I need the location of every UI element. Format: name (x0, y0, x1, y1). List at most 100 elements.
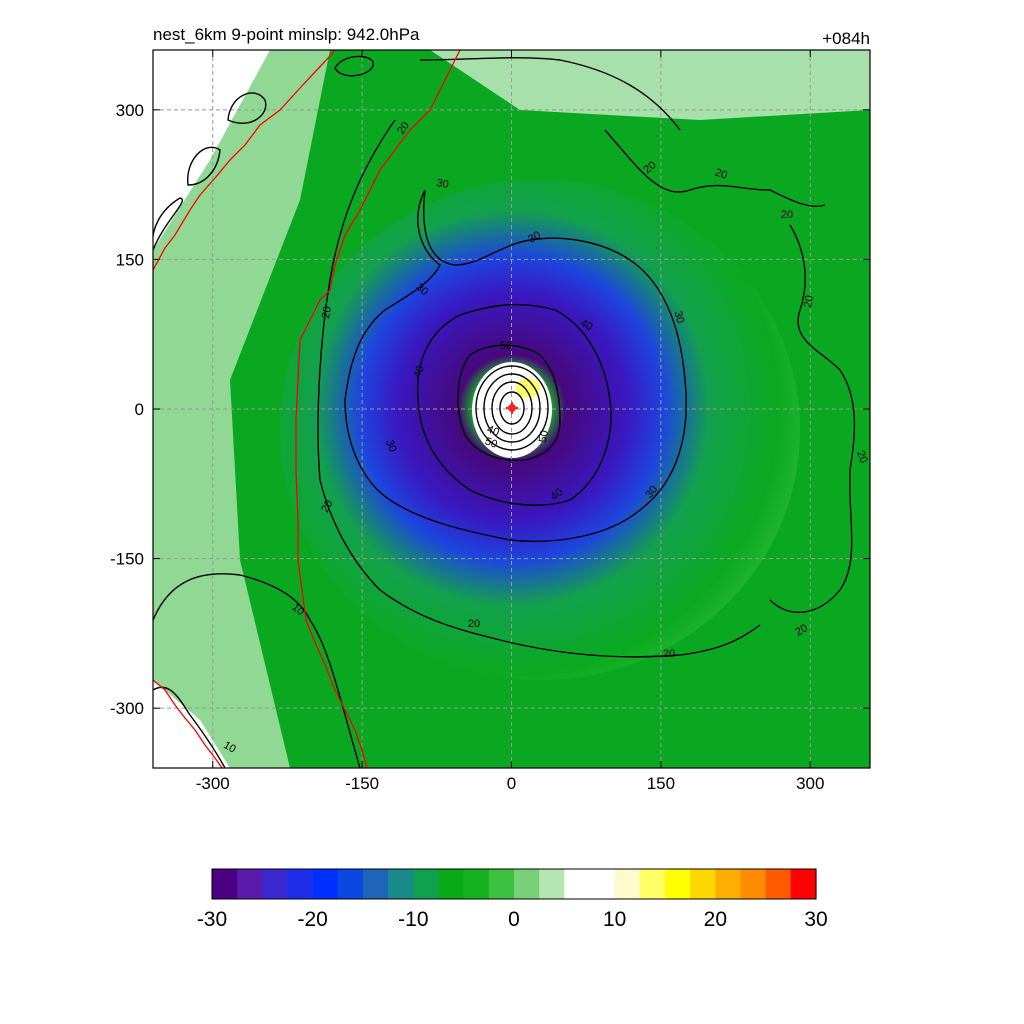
colorbar-segment (690, 869, 716, 899)
y-tick-label: 0 (135, 400, 144, 419)
boundary-southwest (153, 679, 223, 768)
contour-inner-2 (483, 373, 541, 443)
ticks (153, 50, 870, 768)
contour-label: 20 (793, 622, 810, 639)
field-west-edge-light (153, 50, 330, 768)
contour-label: 30 (383, 438, 398, 454)
contour-20-north-arc (419, 57, 681, 131)
colorbar-segment (715, 869, 742, 899)
x-tick-label: -300 (196, 774, 230, 793)
contour-label: 30 (435, 177, 449, 191)
colorbar-segment (539, 869, 565, 899)
colorbar-segment (765, 869, 792, 899)
y-tick-label: -150 (110, 550, 144, 569)
x-tick-label: -150 (345, 774, 379, 793)
contour-label: 20 (319, 498, 336, 515)
colorbar: -30 -20 -10 0 10 20 30 (197, 868, 828, 931)
storm-center-marker (506, 402, 518, 414)
boundary-west-1 (153, 50, 336, 271)
contour-label: 40 (411, 364, 426, 380)
contour-label: 20 (802, 294, 816, 308)
colorbar-segment (514, 869, 540, 899)
contour-10-southwest (153, 573, 361, 768)
contour-label: 50 (537, 429, 551, 443)
contour-label: 20 (468, 618, 480, 630)
colorbar-segment (589, 869, 616, 899)
colorbar-segment (363, 869, 389, 899)
colorbar-tick-label: 20 (704, 908, 727, 931)
y-tick-label: 150 (116, 250, 144, 269)
colorbar-segment (237, 869, 263, 899)
contour-inner-3 (491, 381, 533, 435)
contour-label: 20 (663, 648, 675, 660)
plot-frame (152, 49, 871, 769)
contour-label: 30 (672, 310, 687, 325)
colorbar-segments (212, 869, 817, 899)
colorbar-frame (211, 868, 817, 900)
contour-10-northwest-blob (227, 92, 267, 124)
contour-label: 20 (854, 449, 869, 465)
colorbar-segment (287, 869, 314, 899)
y-tick-label: -300 (110, 699, 144, 718)
contour-inner-4 (499, 391, 525, 425)
boundary-lines (153, 50, 461, 768)
contour-label: 50 (500, 340, 512, 352)
contour-10-northwest (153, 197, 183, 251)
colorbar-segment (740, 869, 767, 899)
field-north-light (430, 50, 870, 120)
contour-label: 40 (578, 317, 594, 333)
colorbar-segment (212, 869, 238, 899)
colorbar-segment (413, 869, 440, 899)
colorbar-segment (639, 869, 666, 899)
colorbar-segment (337, 869, 364, 899)
contour-10-northwest-blob-2 (187, 146, 221, 186)
colorbar-tick-label: -20 (297, 908, 327, 931)
contours (153, 55, 856, 768)
grid (153, 50, 870, 768)
x-tick-label: 150 (647, 774, 675, 793)
contour-label: 20 (781, 209, 793, 221)
boundary-west-2 (295, 50, 461, 768)
colorbar-tick-label: 30 (804, 908, 827, 931)
colorbar-segment (564, 869, 591, 899)
colorbar-segment (790, 869, 817, 899)
colorbar-segment (312, 869, 339, 899)
x-tick-label: 300 (796, 774, 824, 793)
colorbar-labels: -30 -20 -10 0 10 20 30 (197, 908, 828, 931)
contour-label: 40 (485, 423, 501, 438)
contour-30-ring (344, 189, 687, 542)
colorbar-segment (262, 869, 289, 899)
contour-20-east (769, 224, 856, 614)
contour-50-ring (457, 344, 561, 462)
colorbar-segment (665, 869, 691, 899)
y-tick-label: 300 (116, 101, 144, 120)
field-eye-yellow (516, 378, 540, 398)
contour-20-northeast (604, 129, 826, 207)
colorbar-tick-label: 0 (508, 908, 520, 931)
x-tick-label: 0 (507, 774, 516, 793)
contour-label: 50 (483, 435, 499, 450)
colorbar-tick-label: -30 (197, 908, 227, 931)
colorbar-segment (463, 869, 490, 899)
contour-20-west (317, 119, 761, 658)
contour-label: 10 (221, 739, 238, 756)
contour-label: 20 (395, 120, 412, 137)
colorbar-segment (488, 869, 515, 899)
contour-labels: 10 10 20 20 20 20 20 20 20 20 20 20 20 3… (221, 120, 869, 756)
contour-inner-1 (475, 365, 549, 451)
contour-10-north-blob (334, 55, 374, 77)
plot-title: nest_6km 9-point minslp: 942.0hPa (153, 25, 420, 44)
contour-10-southwest-lower (153, 686, 226, 768)
forecast-hour: +084h (822, 29, 870, 48)
colorbar-segment (614, 869, 641, 899)
colorbar-segment (388, 869, 414, 899)
colorbar-tick-label: -10 (398, 908, 428, 931)
colorbar-segment (438, 869, 465, 899)
contour-label: 30 (526, 229, 543, 246)
contour-label: 20 (320, 305, 334, 319)
contour-40-ring (416, 303, 612, 506)
tick-labels: -300 -150 0 150 300 -300 -150 0 150 300 (110, 101, 824, 793)
contour-label: 20 (713, 166, 729, 181)
colorbar-tick-label: 10 (603, 908, 626, 931)
